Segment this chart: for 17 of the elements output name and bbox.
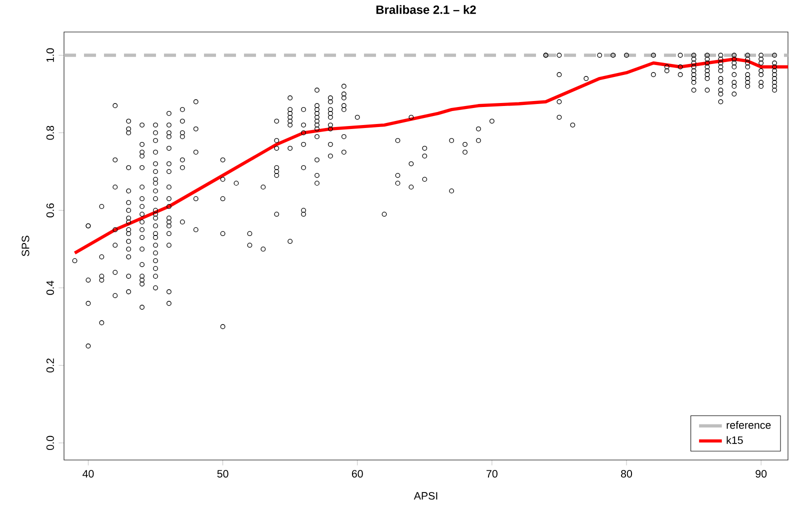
- y-tick-label: 0.0: [46, 436, 54, 450]
- y-tick-label: 0.4: [46, 280, 54, 295]
- x-tick-label: 50: [217, 470, 228, 478]
- y-axis-title: SPS: [22, 236, 30, 256]
- x-tick-label: 80: [621, 470, 632, 478]
- y-tick-label: 1.0: [46, 48, 54, 62]
- chart-title: Bralibase 2.1 – k2: [376, 5, 476, 14]
- x-tick-label: 40: [82, 470, 94, 478]
- x-tick-label: 70: [486, 470, 498, 478]
- y-tick-label: 0.6: [46, 203, 54, 218]
- y-tick-label: 0.8: [46, 126, 54, 140]
- legend-label: k15: [726, 436, 743, 444]
- x-tick-label: 90: [756, 470, 767, 478]
- x-axis-title: APSI: [414, 492, 438, 500]
- y-tick-label: 0.2: [46, 358, 54, 372]
- legend-label: reference: [726, 421, 771, 429]
- x-tick-label: 60: [352, 470, 363, 478]
